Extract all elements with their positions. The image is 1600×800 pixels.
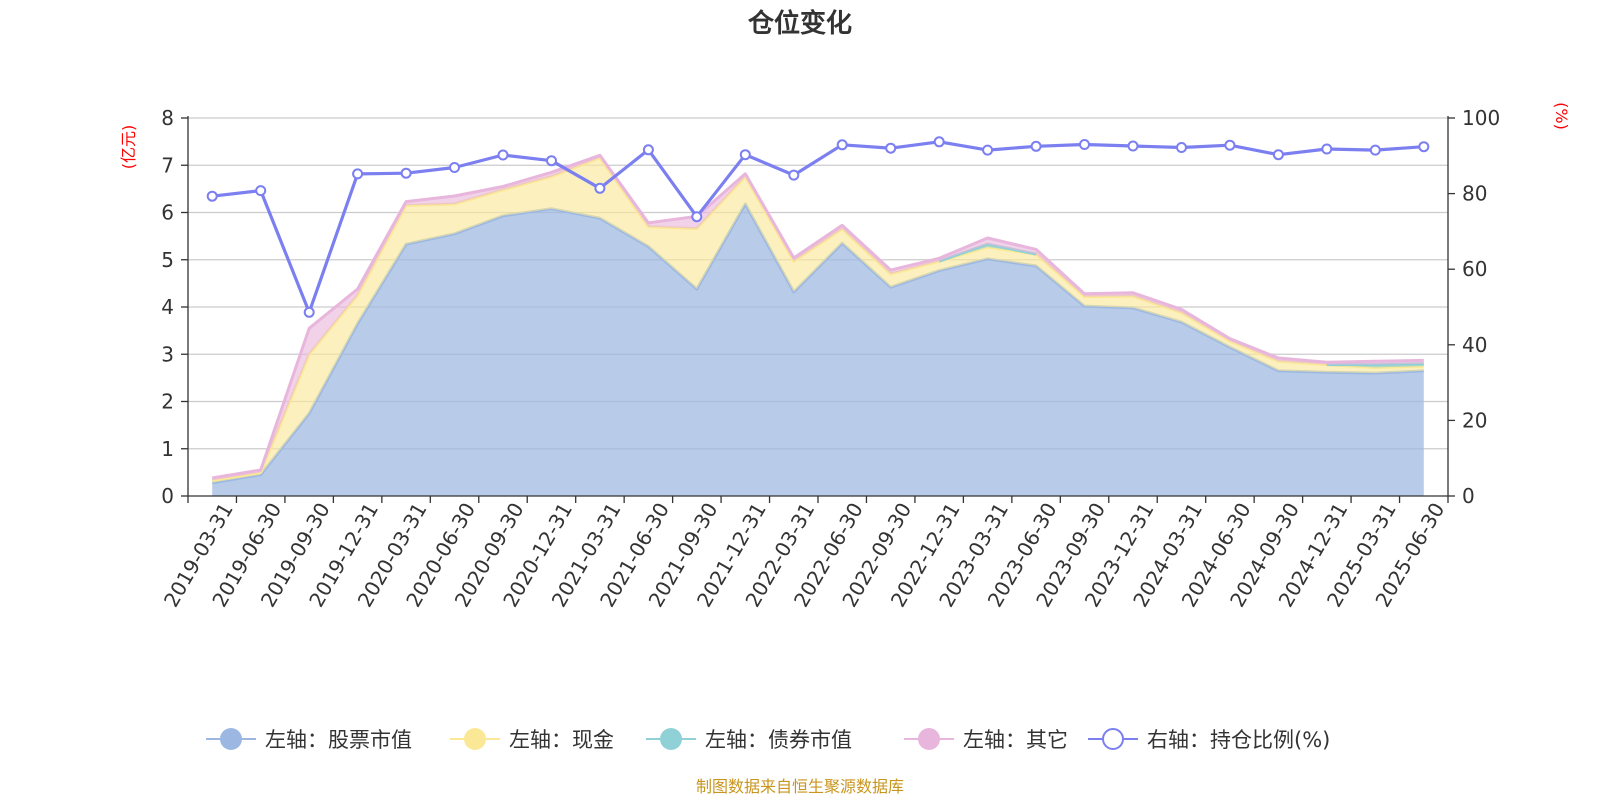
legend-label: 左轴：债券市值	[705, 728, 852, 752]
ratio-point	[982, 144, 994, 156]
legend-item-2: 左轴：债券市值	[646, 728, 852, 752]
ratio-point	[1369, 144, 1381, 156]
legend-swatch-marker	[918, 728, 940, 750]
ratio-point	[400, 167, 412, 179]
source-note: 制图数据来自恒生聚源数据库	[696, 777, 904, 796]
legend-label: 左轴：其它	[963, 728, 1068, 752]
legend-swatch-marker	[464, 728, 486, 750]
ratio-point	[1030, 140, 1042, 152]
right-axis-tick-label: 100	[1462, 106, 1500, 130]
ratio-line	[212, 140, 1424, 314]
legend-item-3: 左轴：其它	[904, 728, 1068, 752]
right-axis-tick-label: 40	[1462, 333, 1487, 357]
ratio-point	[497, 149, 509, 161]
area-series-1	[212, 157, 1424, 483]
left-axis-tick-label: 0	[161, 484, 174, 508]
ratio-point	[546, 155, 557, 167]
ratio-point	[642, 144, 654, 156]
right-axis-tick-label: 60	[1462, 257, 1487, 281]
legend-swatch-marker	[220, 728, 242, 750]
chart-title: 仓位变化	[747, 8, 852, 39]
legend-label: 左轴：现金	[509, 728, 614, 752]
ratio-point	[303, 306, 315, 318]
ratio-point	[1127, 140, 1139, 152]
ratio-point	[933, 136, 945, 148]
left-axis-tick-label: 1	[161, 437, 174, 461]
left-axis-tick-label: 2	[161, 390, 174, 414]
ratio-point	[449, 162, 460, 173]
ratio-point	[885, 142, 897, 154]
legend: 左轴：股票市值 左轴：现金 左轴：债券市值 左轴：其它 右轴：持仓比例(%)	[206, 728, 1330, 752]
left-axis-tick-label: 4	[161, 295, 174, 319]
left-axis-unit: (亿元)	[119, 125, 138, 170]
legend-item-1: 左轴：现金	[450, 728, 614, 752]
ratio-point	[739, 149, 751, 161]
area-series-0	[212, 204, 1424, 496]
area-series-3-line	[211, 153, 1424, 480]
left-axis-tick-label: 6	[161, 201, 174, 225]
legend-swatch-marker	[660, 728, 682, 750]
left-axis-tick-label: 8	[161, 106, 174, 130]
legend-label: 左轴：股票市值	[265, 728, 412, 752]
ratio-point	[1176, 142, 1187, 153]
stacked-areas	[211, 153, 1424, 496]
ratio-point	[1224, 139, 1236, 151]
right-axis-tick-label: 0	[1462, 484, 1475, 508]
ratio-point	[1272, 149, 1284, 161]
ratio-point	[255, 185, 267, 197]
left-axis-tick-label: 7	[161, 153, 174, 177]
ratio-point	[691, 211, 703, 223]
left-axis-tick-label: 3	[161, 342, 174, 366]
legend-label: 右轴：持仓比例(%)	[1147, 728, 1330, 752]
right-axis-tick-label: 80	[1462, 182, 1487, 206]
ratio-point	[1321, 143, 1333, 155]
ratio-point	[788, 169, 800, 181]
legend-item-4: 右轴：持仓比例(%)	[1088, 728, 1330, 752]
ratio-point	[1418, 141, 1430, 153]
ratio-line-layer	[206, 136, 1430, 318]
right-axis-unit: (%)	[1552, 102, 1571, 130]
ratio-point	[352, 168, 364, 180]
legend-item-0: 左轴：股票市值	[206, 728, 412, 752]
right-axis-tick-label: 20	[1462, 408, 1487, 432]
left-axis-tick-label: 5	[161, 248, 174, 272]
ratio-point	[1079, 139, 1090, 150]
legend-swatch-marker	[1102, 728, 1124, 750]
ratio-point	[594, 182, 606, 194]
ratio-point	[206, 190, 218, 202]
ratio-point	[836, 139, 848, 151]
